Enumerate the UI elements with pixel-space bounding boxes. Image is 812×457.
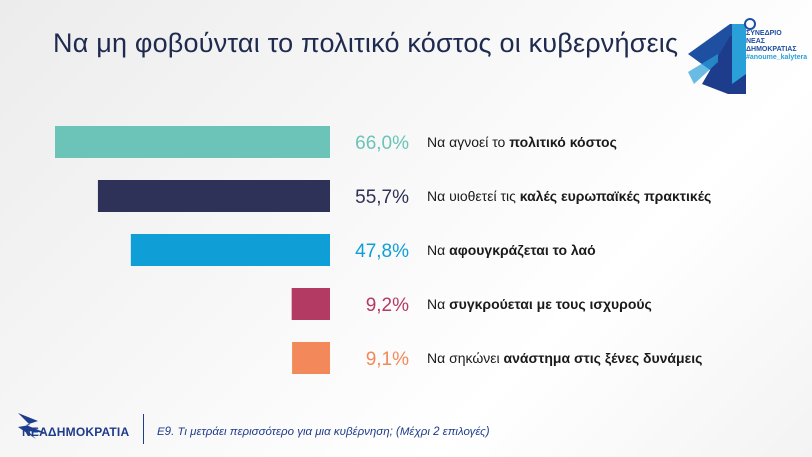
bar-1 (55, 126, 330, 158)
party-name: ΝΕΑΔΗΜΟΚΡΑΤΙΑ (22, 425, 130, 439)
chart-title: Να μη φοβούνται το πολιτικό κόστος οι κυ… (53, 28, 679, 58)
congress-logo-icon (688, 18, 756, 94)
footer-divider (143, 414, 144, 444)
category-label-4: Να συγκρούεται με τους ισχυρούς (427, 296, 652, 312)
value-label-3: 47,8% (355, 241, 409, 262)
value-label-1: 66,0% (355, 133, 409, 154)
footnote: Ε9. Τι μετράει περισσότερο για μια κυβέρ… (157, 426, 490, 438)
category-label-3: Να αφουγκράζεται το λαό (427, 242, 596, 258)
value-label-4: 9,2% (366, 295, 409, 316)
congress-logo-text: ΣΥΝΕΔΡΙΟ ΝΕΑΣ ΔΗΜΟΚΡΑΤΙΑΣ #anoume_kalyte… (746, 30, 807, 62)
category-label-2: Να υιοθετεί τις καλές ευρωπαϊκές πρακτικ… (427, 188, 711, 204)
logo-line-1: ΣΥΝΕΔΡΙΟ (746, 30, 782, 37)
category-label-5: Να σηκώνει ανάστημα στις ξένες δυνάμεις (427, 350, 702, 366)
value-label-5: 9,1% (366, 349, 409, 370)
bar-5 (292, 342, 330, 374)
logo-line-3: ΔΗΜΟΚΡΑΤΙΑΣ (746, 46, 797, 53)
bar-2 (97, 180, 331, 212)
logo-line-2: ΝΕΑΣ (746, 38, 765, 45)
bar-4 (291, 288, 330, 320)
footnote-question: Τι μετράει περισσότερο για μια κυβέρνηση… (177, 426, 490, 438)
value-label-2: 55,7% (355, 187, 409, 208)
bar-3 (130, 234, 330, 266)
logo-hashtag: #anoume_kalytera (746, 54, 808, 61)
category-label-1: Να αγνοεί το πολιτικό κόστος (427, 134, 617, 150)
nd-logo-icon (18, 413, 46, 439)
footnote-code: Ε9. (157, 426, 175, 438)
